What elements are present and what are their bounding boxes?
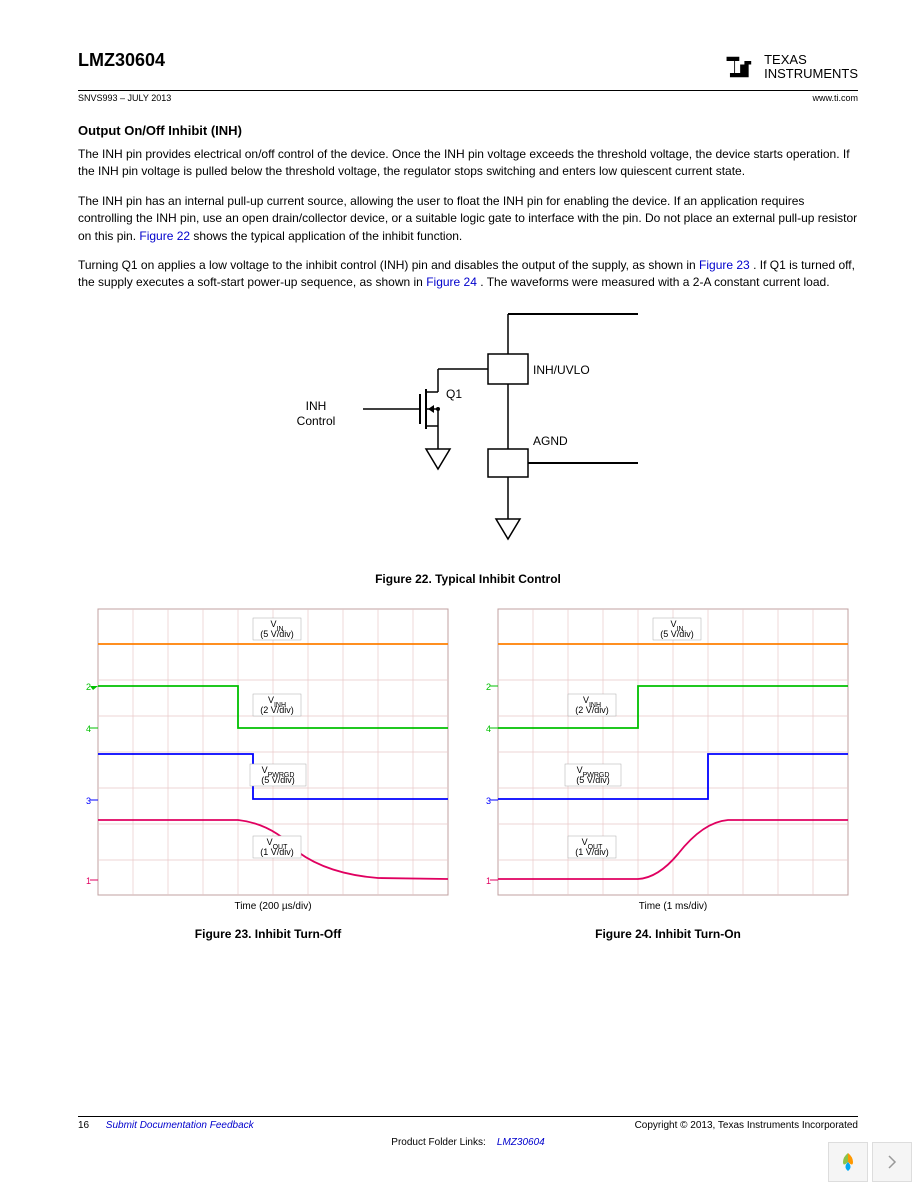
nav-logo-button[interactable] xyxy=(828,1142,868,1182)
section-title: Output On/Off Inhibit (INH) xyxy=(78,123,858,138)
copyright: Copyright © 2013, Texas Instruments Inco… xyxy=(635,1120,858,1131)
label-control: Control xyxy=(297,414,336,428)
ti-url[interactable]: www.ti.com xyxy=(812,93,858,103)
svg-text:1: 1 xyxy=(486,876,491,886)
svg-text:(2 V/div): (2 V/div) xyxy=(260,705,294,715)
figure-22-caption: Figure 22. Typical Inhibit Control xyxy=(78,572,858,586)
label-agnd: AGND xyxy=(533,434,568,448)
para2: The INH pin has an internal pull-up curr… xyxy=(78,193,858,245)
page-number: 16 xyxy=(78,1120,89,1131)
feedback-link[interactable]: Submit Documentation Feedback xyxy=(106,1120,254,1131)
svg-text:4: 4 xyxy=(86,724,91,734)
svg-text:1: 1 xyxy=(86,876,91,886)
label-inh-uvlo: INH/UVLO xyxy=(533,363,590,377)
part-number: LMZ30604 xyxy=(78,50,165,71)
para1: The INH pin provides electrical on/off c… xyxy=(78,146,858,181)
figure-24-scope: VIN (5 V/div) VINH (2 V/div) VPWRGD (5 V… xyxy=(478,604,858,914)
nav-next-button[interactable] xyxy=(872,1142,912,1182)
chevron-right-icon xyxy=(887,1155,897,1169)
fig24-link[interactable]: Figure 24 xyxy=(426,275,477,289)
figure-22-diagram: INH/UVLO AGND Q1 xyxy=(278,304,658,564)
svg-text:2: 2 xyxy=(86,682,91,692)
fig23-link[interactable]: Figure 23 xyxy=(699,258,750,272)
figure-23-caption: Figure 23. Inhibit Turn-Off xyxy=(78,927,458,941)
ti-logo-icon xyxy=(724,50,758,84)
svg-text:4: 4 xyxy=(486,724,491,734)
svg-text:(5 V/div): (5 V/div) xyxy=(576,775,610,785)
para2b: shows the typical application of the inh… xyxy=(193,229,462,243)
leaf-icon xyxy=(837,1151,859,1173)
svg-text:(1 V/div): (1 V/div) xyxy=(260,847,294,857)
svg-text:3: 3 xyxy=(486,796,491,806)
product-link[interactable]: LMZ30604 xyxy=(497,1137,545,1148)
product-links-label: Product Folder Links: xyxy=(391,1137,486,1148)
ti-text-line1: TEXAS xyxy=(764,53,858,67)
fig24-xlabel: Time (1 ms/div) xyxy=(639,901,708,912)
para3: Turning Q1 on applies a low voltage to t… xyxy=(78,257,858,292)
svg-text:3: 3 xyxy=(86,796,91,806)
doc-ref: SNVS993 – JULY 2013 xyxy=(78,93,171,103)
svg-text:(2 V/div): (2 V/div) xyxy=(575,705,609,715)
svg-text:(1 V/div): (1 V/div) xyxy=(575,847,609,857)
svg-text:2: 2 xyxy=(486,682,491,692)
fig23-xlabel: Time (200 µs/div) xyxy=(234,901,311,912)
ti-logo: TEXAS INSTRUMENTS xyxy=(724,50,858,84)
svg-text:(5 V/div): (5 V/div) xyxy=(660,629,694,639)
para3c: . The waveforms were measured with a 2-A… xyxy=(480,275,829,289)
label-inh: INH xyxy=(306,399,327,413)
figure-24-caption: Figure 24. Inhibit Turn-On xyxy=(478,927,858,941)
label-q1: Q1 xyxy=(446,387,462,401)
para3a: Turning Q1 on applies a low voltage to t… xyxy=(78,258,699,272)
fig22-link[interactable]: Figure 22 xyxy=(139,229,190,243)
ti-text-line2: INSTRUMENTS xyxy=(764,67,858,81)
svg-text:(5 V/div): (5 V/div) xyxy=(261,775,295,785)
svg-text:(5 V/div): (5 V/div) xyxy=(260,629,294,639)
figure-23-scope: VIN (5 V/div) VINH (2 V/div) VPWRGD (5 V… xyxy=(78,604,458,914)
